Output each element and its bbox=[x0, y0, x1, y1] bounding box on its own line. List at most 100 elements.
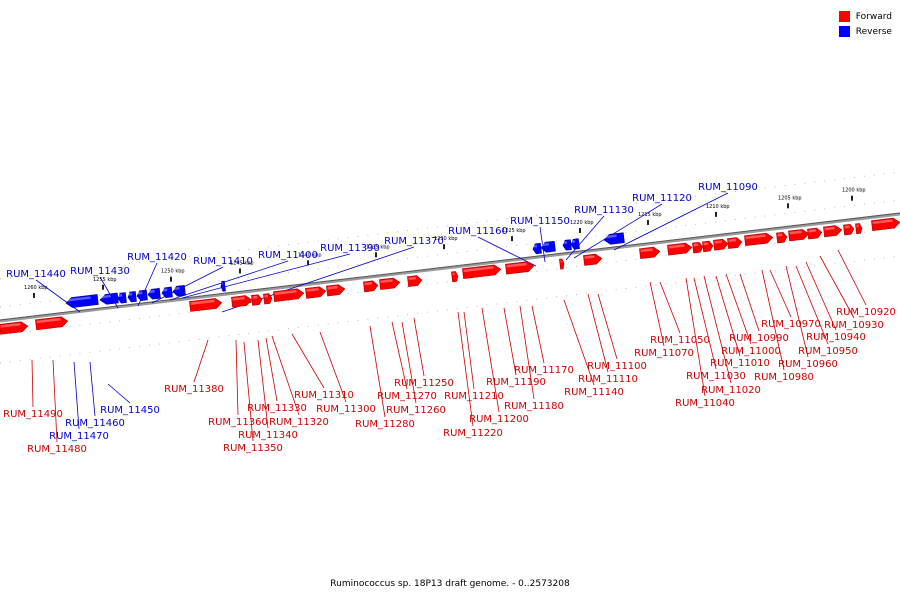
forward-gene-arrow bbox=[776, 231, 788, 244]
leader-line bbox=[587, 293, 609, 373]
leader-line bbox=[413, 317, 425, 377]
gene-label: RUM_11390 bbox=[320, 243, 380, 254]
gene-label: RUM_10940 bbox=[806, 332, 866, 343]
gene-label: RUM_10950 bbox=[798, 346, 858, 357]
reverse-gene-arrow bbox=[172, 285, 186, 297]
leader-line bbox=[805, 261, 837, 331]
gene-label: RUM_11120 bbox=[632, 193, 692, 204]
gene-label: RUM_11300 bbox=[316, 404, 376, 415]
leader-line bbox=[369, 325, 386, 418]
forward-gene-arrow bbox=[0, 321, 29, 335]
leader-line bbox=[659, 281, 681, 334]
gene-label: RUM_11340 bbox=[238, 430, 298, 441]
gene-label: RUM_11440 bbox=[6, 269, 66, 280]
gene-label: RUM_11180 bbox=[504, 401, 564, 412]
legend-reverse-label: Reverse bbox=[855, 26, 892, 37]
leader-line bbox=[181, 253, 351, 299]
leader-line bbox=[761, 269, 785, 371]
leader-line bbox=[597, 293, 618, 360]
leader-line bbox=[503, 307, 517, 376]
leader-line bbox=[193, 339, 209, 383]
axis-highlight bbox=[0, 212, 900, 321]
gene-label: RUM_10970 bbox=[761, 319, 821, 330]
leader-line bbox=[519, 305, 535, 400]
forward-gene-arrow bbox=[667, 242, 693, 256]
gene-label: RUM_11170 bbox=[514, 365, 574, 376]
forward-gene-arrow bbox=[505, 261, 535, 275]
forward-gene-arrow bbox=[559, 258, 565, 270]
scale-tick bbox=[647, 219, 649, 225]
reverse-swatch bbox=[838, 26, 850, 37]
gene-label: RUM_11330 bbox=[247, 403, 307, 414]
scale-ticks: 1200 kbp 1205 kbp 1210 kbp 1215 kbp 1220 kbp… bbox=[24, 188, 866, 298]
forward-gene-arrow bbox=[363, 280, 379, 293]
genome-caption: Ruminococcus sp. 18P13 draft genome. - 0… bbox=[330, 579, 570, 589]
leader-line bbox=[391, 321, 408, 390]
forward-gene-arrow bbox=[727, 237, 743, 249]
leader-line bbox=[319, 331, 347, 403]
leader-line bbox=[819, 255, 855, 319]
leader-line bbox=[89, 361, 96, 417]
legend-item-forward: Forward bbox=[838, 9, 892, 24]
scale-tick bbox=[102, 284, 104, 290]
scale-tick bbox=[170, 276, 172, 282]
gene-label: RUM_11270 bbox=[377, 391, 437, 402]
gene-arrows bbox=[0, 217, 900, 335]
leader-line bbox=[257, 339, 269, 429]
scale-tick-label: 1220 kbp bbox=[570, 220, 594, 226]
leader-line bbox=[785, 265, 809, 358]
scale-tick-label: 1205 kbp bbox=[778, 195, 802, 201]
gene-label: RUM_11090 bbox=[698, 182, 758, 193]
forward-gene-arrow bbox=[251, 294, 263, 306]
forward-gene-arrow bbox=[871, 217, 900, 231]
gene-label: RUM_11130 bbox=[574, 205, 634, 216]
leader-line bbox=[151, 266, 224, 304]
scale-tick bbox=[239, 268, 241, 274]
leader-line bbox=[769, 269, 792, 318]
leader-line bbox=[401, 321, 417, 404]
forward-gene-arrow bbox=[326, 284, 346, 297]
leader-line bbox=[649, 281, 665, 347]
gene-label: RUM_11360 bbox=[208, 417, 268, 428]
genome-axis bbox=[0, 171, 900, 364]
reverse-gene-arrow bbox=[127, 291, 137, 303]
gene-label: RUM_11260 bbox=[386, 405, 446, 416]
forward-gene-arrow bbox=[35, 316, 69, 331]
gene-label: RUM_11040 bbox=[675, 398, 735, 409]
gene-label: RUM_11430 bbox=[70, 266, 130, 277]
gene-label: RUM_11110 bbox=[578, 374, 638, 385]
scale-tick bbox=[511, 236, 513, 242]
axis-line bbox=[0, 212, 900, 323]
scale-tick-label: 1225 kbp bbox=[502, 228, 526, 234]
gene-label: RUM_11480 bbox=[27, 444, 87, 455]
leader-line bbox=[169, 260, 289, 301]
leader-line bbox=[565, 215, 605, 261]
leader-line bbox=[685, 277, 706, 397]
forward-gene-arrow bbox=[744, 232, 774, 247]
gene-label: RUM_11310 bbox=[294, 390, 354, 401]
scale-tick-label: 1250 kbp bbox=[161, 269, 185, 275]
reverse-gene-arrow bbox=[220, 280, 226, 292]
reverse-gene-arrow bbox=[161, 286, 173, 299]
reverse-gene-arrow bbox=[99, 292, 119, 305]
leader-line bbox=[573, 203, 663, 259]
forward-gene-arrow bbox=[855, 223, 863, 235]
leader-line bbox=[265, 337, 278, 402]
scale-tick bbox=[307, 260, 309, 266]
gene-label: RUM_10990 bbox=[729, 333, 789, 344]
forward-gene-arrow bbox=[407, 275, 423, 287]
leader-line bbox=[703, 275, 732, 384]
gene-label: RUM_11050 bbox=[650, 335, 710, 346]
forward-gene-arrow bbox=[305, 286, 327, 299]
gene-label: RUM_11380 bbox=[164, 384, 224, 395]
gene-label: RUM_11350 bbox=[223, 443, 283, 454]
gene-label: RUM_10960 bbox=[778, 359, 838, 370]
scale-tick-label: 1230 kbp bbox=[434, 236, 458, 242]
scale-tick bbox=[33, 292, 35, 298]
leader-line bbox=[837, 249, 867, 306]
gene-label: RUM_11410 bbox=[193, 256, 253, 267]
scale-tick-label: 1215 kbp bbox=[638, 212, 662, 218]
leader-line bbox=[739, 273, 760, 332]
scale-tick bbox=[787, 203, 789, 209]
